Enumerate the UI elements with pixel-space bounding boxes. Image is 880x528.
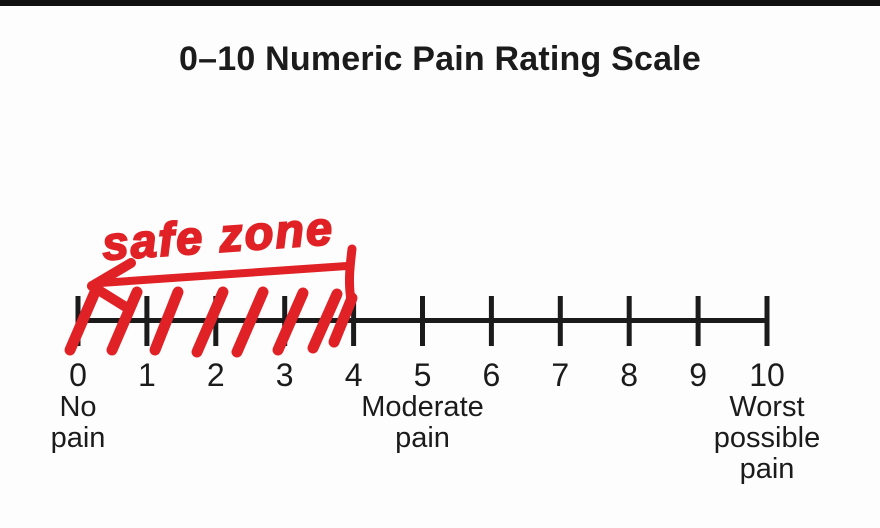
tick-label-5: 5 — [414, 357, 432, 393]
tick-label-0: 0 — [69, 357, 87, 393]
hatch-stroke — [106, 286, 143, 356]
tick-label-4: 4 — [345, 357, 363, 393]
chart-title: 0–10 Numeric Pain Rating Scale — [179, 40, 701, 78]
arrow-end-bar — [344, 244, 357, 305]
anchor-label-5: Moderate pain — [361, 391, 484, 454]
tick-label-9: 9 — [689, 357, 707, 393]
top-border-bar — [0, 0, 880, 6]
tick-label-3: 3 — [276, 357, 294, 393]
safe-zone-text: safe zone — [100, 201, 335, 270]
hatch-stroke — [149, 286, 184, 356]
hatch-stroke — [191, 286, 229, 358]
arrow-shaft — [96, 262, 351, 287]
tick-label-6: 6 — [483, 357, 501, 393]
hatch-stroke — [231, 286, 269, 358]
hatch-stroke — [64, 286, 101, 356]
tick-label-7: 7 — [551, 357, 569, 393]
tick-label-8: 8 — [620, 357, 638, 393]
safe-zone-hatching — [64, 286, 358, 358]
hatch-stroke — [272, 287, 309, 356]
arrow-head-lower-barb — [87, 281, 134, 314]
anchor-label-10: Worst possible pain — [714, 391, 820, 485]
tick-label-10: 10 — [749, 357, 785, 393]
anchor-label-0: No pain — [51, 391, 106, 454]
hatch-stroke — [307, 288, 343, 354]
hatch-stroke — [328, 292, 358, 348]
tick-label-2: 2 — [207, 357, 225, 393]
tick-label-1: 1 — [138, 357, 156, 393]
arrow-head-upper-barb — [87, 258, 136, 291]
safe-zone-arrow — [87, 244, 357, 314]
